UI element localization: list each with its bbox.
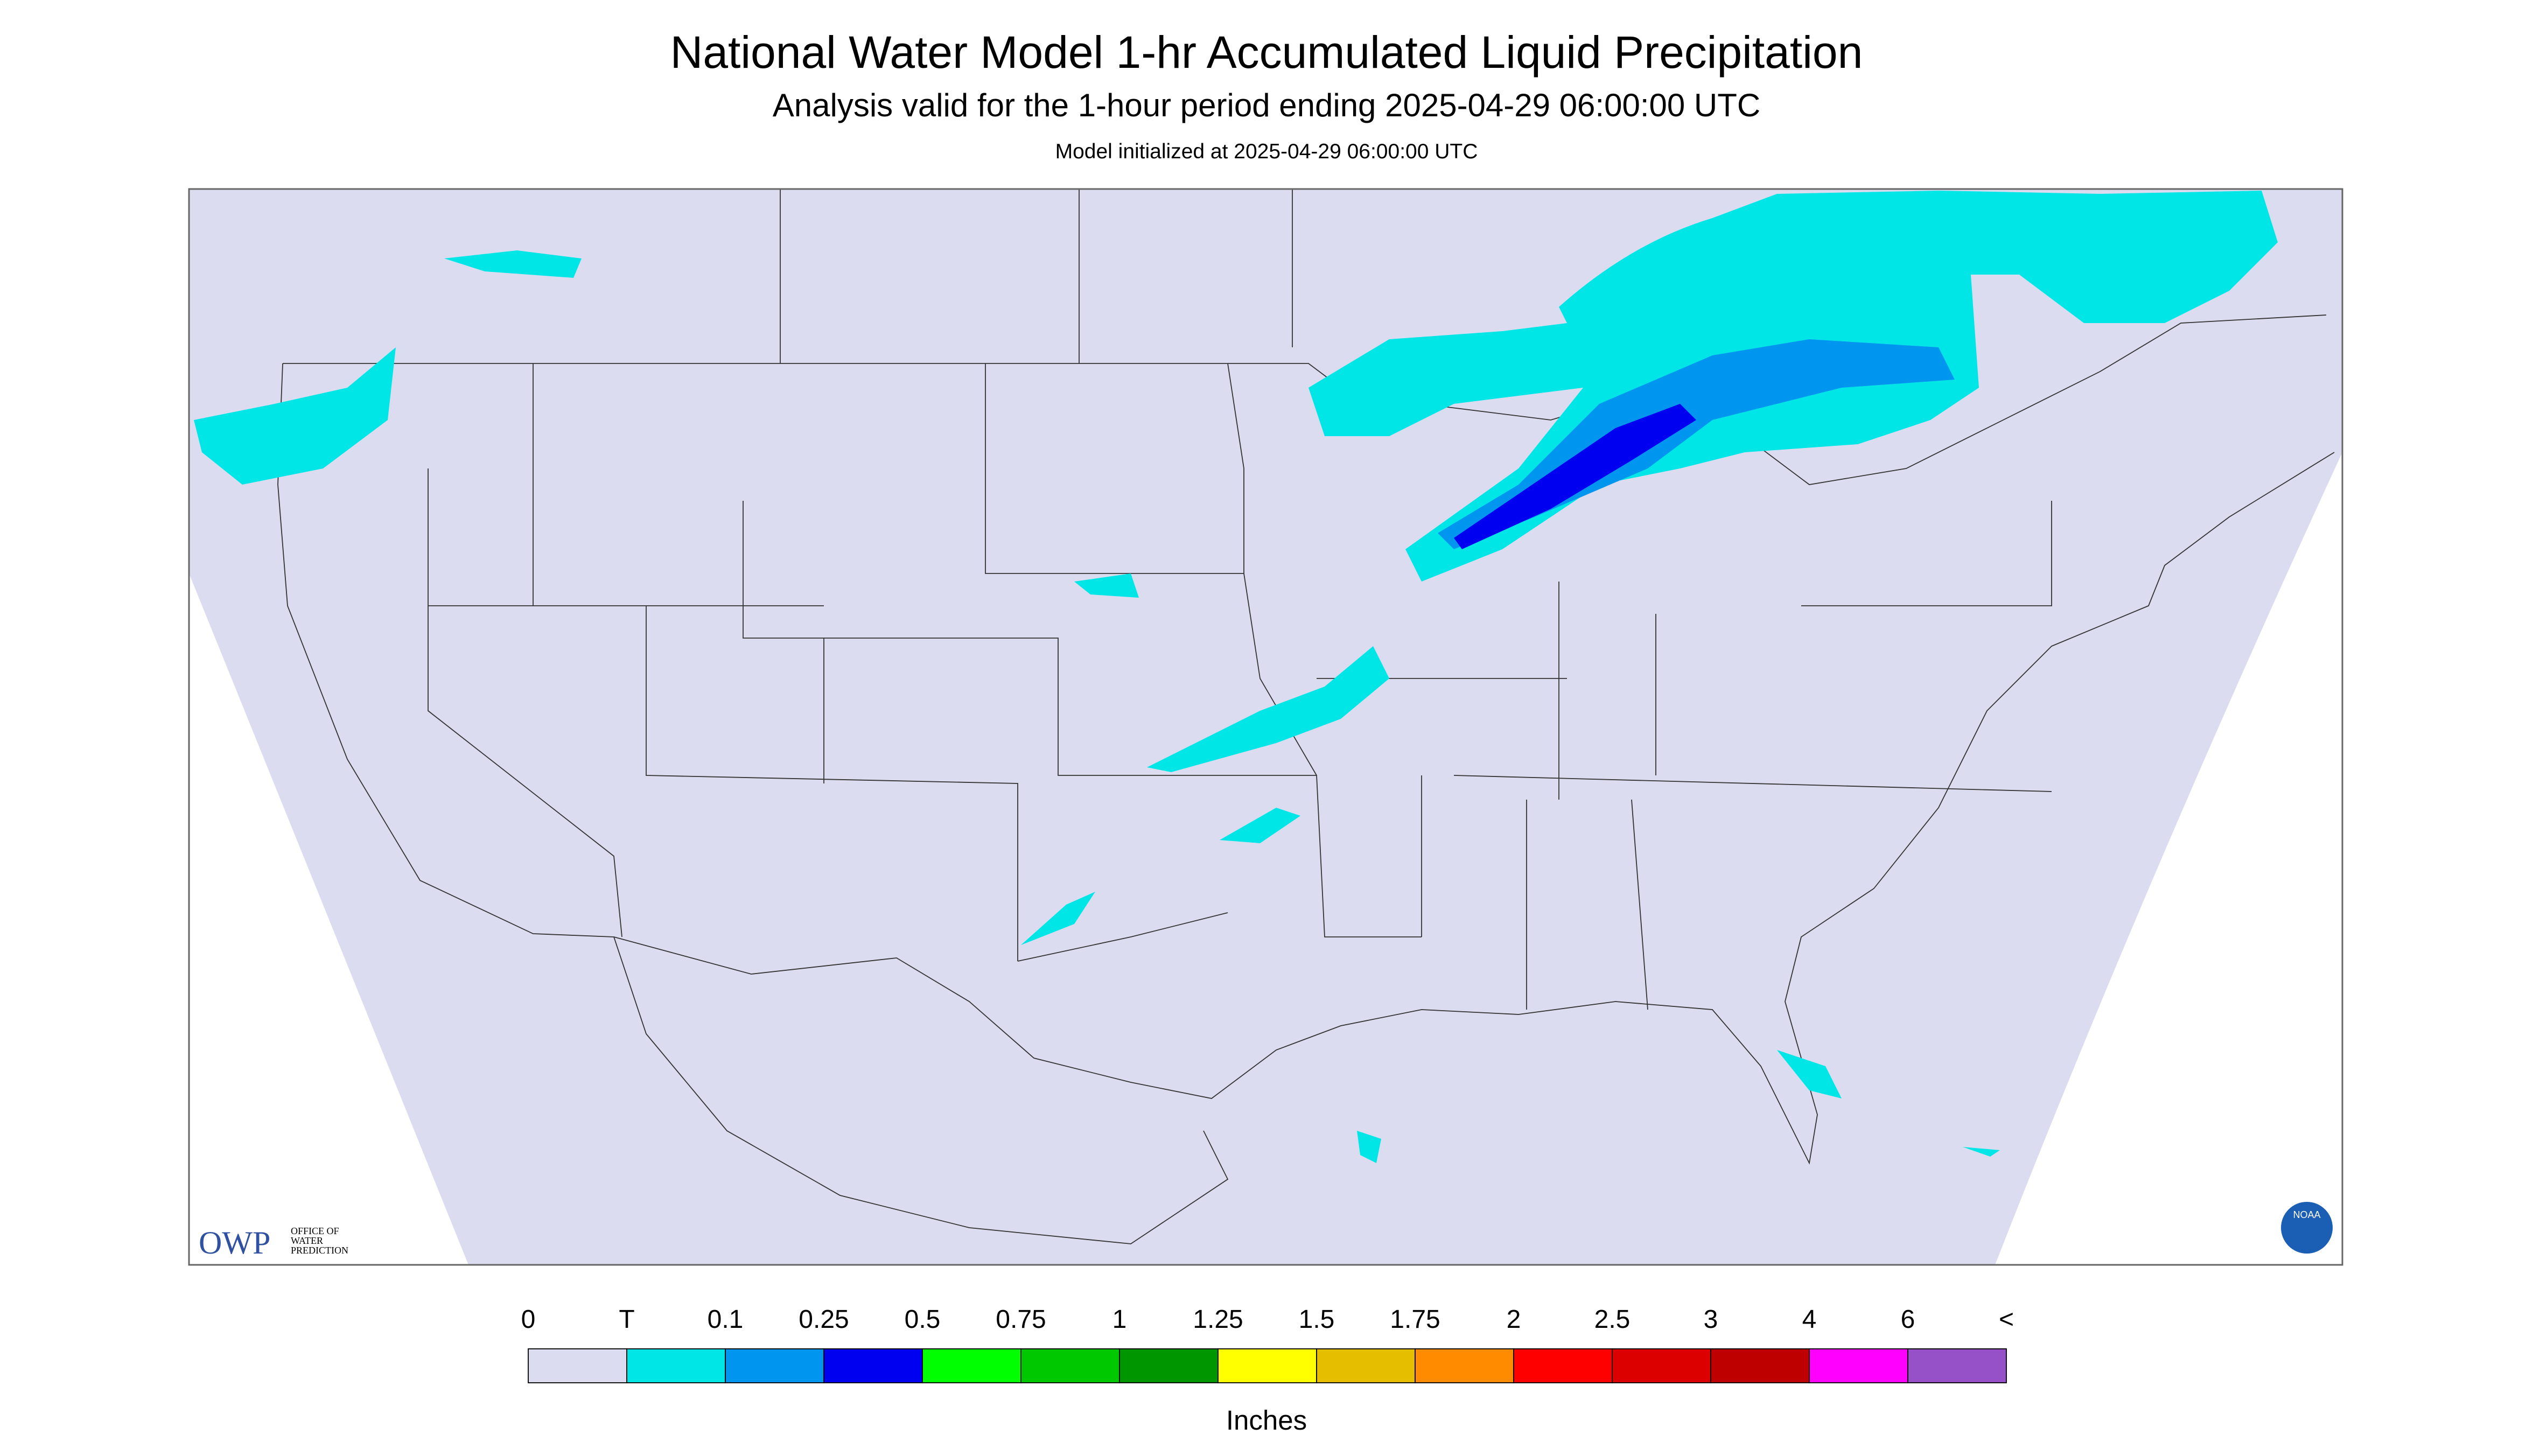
colorbar-label: 3	[1704, 1305, 1718, 1334]
rain-area	[1147, 646, 1389, 773]
colorbar-label: T	[619, 1305, 634, 1334]
mexico-lines	[613, 912, 1229, 1244]
subtitle: Analysis valid for the 1-hour period end…	[773, 87, 1760, 123]
map: OWP OFFICE OF WATER PREDICTION NOAA	[188, 188, 2343, 1266]
color-swatch	[1809, 1348, 1908, 1383]
color-swatch	[1710, 1348, 1810, 1383]
colorbar-label: 6	[1901, 1305, 1915, 1334]
rain-area	[444, 250, 582, 278]
color-swatch	[1907, 1348, 2007, 1383]
owp-logo-text: WATER	[291, 1235, 323, 1246]
projection-edge	[1995, 452, 2342, 1265]
colorbar-label: 0.1	[708, 1305, 744, 1334]
rain-area	[1074, 573, 1139, 598]
rain-area	[194, 347, 396, 485]
title: National Water Model 1-hr Accumulated Li…	[670, 27, 1863, 78]
color-swatch	[626, 1348, 726, 1383]
color-swatch	[725, 1348, 824, 1383]
precipitation	[194, 191, 2278, 1164]
color-swatch	[1119, 1348, 1219, 1383]
color-swatch	[1612, 1348, 1711, 1383]
color-swatch	[1415, 1348, 1514, 1383]
color-swatch	[823, 1348, 923, 1383]
colorbar-label: 0.5	[905, 1305, 941, 1334]
coastline	[277, 363, 2335, 1165]
rain-area	[1454, 404, 1696, 550]
rain-area	[1021, 892, 1095, 946]
colorbar-label: 0.75	[996, 1305, 1046, 1334]
colorbar-label: <	[1999, 1305, 2014, 1334]
color-swatch	[1020, 1348, 1120, 1383]
rain-area	[1357, 1131, 1381, 1164]
noaa-logo	[2281, 1202, 2333, 1254]
colorbar-label: 2	[1507, 1305, 1521, 1334]
projection-edge	[189, 573, 468, 1265]
owp-logo-text: OFFICE OF	[291, 1226, 339, 1236]
color-swatch	[1513, 1348, 1613, 1383]
colorbar-label: 4	[1802, 1305, 1817, 1334]
colorbar-label: 1.5	[1299, 1305, 1335, 1334]
colorbar-units: Inches	[1226, 1405, 1307, 1436]
colorbar-label: 0.25	[799, 1305, 849, 1334]
state-lines	[428, 189, 2052, 1010]
colorbar-label: 0	[521, 1305, 536, 1334]
owp-logo-text: PREDICTION	[291, 1245, 348, 1256]
owp-logo: OWP	[199, 1225, 270, 1261]
color-swatch	[1217, 1348, 1317, 1383]
init-note: Model initialized at 2025-04-29 06:00:00…	[1055, 140, 1478, 163]
colorbar-label: 2.5	[1594, 1305, 1631, 1334]
rain-area	[1963, 1147, 2000, 1157]
color-swatch	[528, 1348, 627, 1383]
rain-area	[1220, 808, 1300, 844]
color-swatch	[1316, 1348, 1416, 1383]
noaa-logo-text: NOAA	[2293, 1209, 2320, 1220]
colorbar: 0 T 0.1 0.25 0.5 0.75 1 1.25 1.5 1.75 2 2.5 3 4 6 <	[521, 1305, 2014, 1383]
map-frame	[188, 188, 2343, 1266]
colorbar-label: 1	[1112, 1305, 1127, 1334]
color-swatch	[922, 1348, 1021, 1383]
colorbar-label: 1.75	[1390, 1305, 1440, 1334]
colorbar-label: 1.25	[1193, 1305, 1243, 1334]
rain-area	[1777, 1050, 1842, 1099]
